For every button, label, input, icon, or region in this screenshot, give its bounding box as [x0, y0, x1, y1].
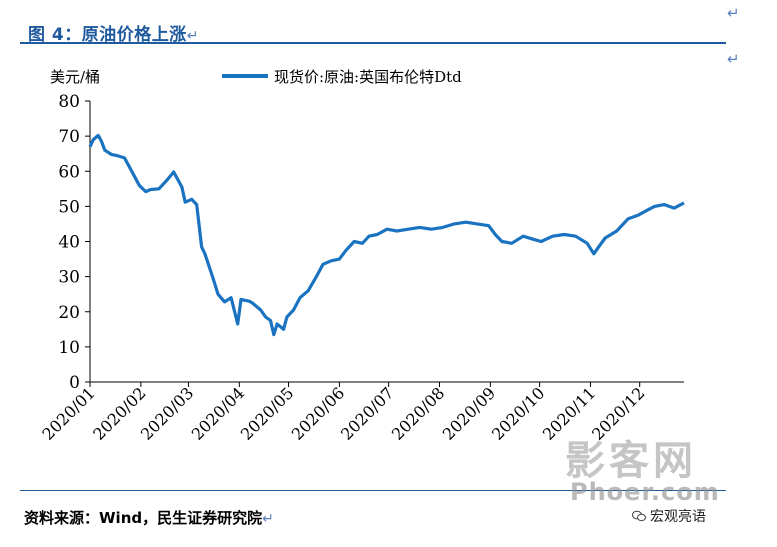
y-tick-label: 70	[58, 127, 80, 147]
title-divider	[20, 42, 726, 44]
legend: 现货价:原油:英国布伦特Dtd	[222, 68, 462, 86]
wechat-icon	[632, 510, 646, 522]
y-tick-label: 10	[58, 338, 80, 358]
y-axis-label: 美元/桶	[50, 68, 100, 86]
source-note: 资料来源：Wind，民生证券研究院↵	[24, 507, 274, 528]
y-tick-label: 60	[58, 162, 80, 182]
y-tick-label: 0	[69, 373, 80, 393]
paragraph-mark-icon: ↵	[727, 50, 740, 68]
x-tick-label: 2020/10	[488, 383, 548, 443]
x-tick-label: 2020/09	[439, 383, 499, 443]
y-tick-label: 30	[58, 268, 80, 288]
paragraph-mark-icon: ↵	[727, 4, 740, 22]
x-tick-label: 2020/05	[237, 383, 297, 443]
x-tick-label: 2020/04	[188, 383, 248, 443]
x-tick-label: 2020/06	[288, 383, 348, 443]
y-tick-label: 80	[58, 92, 80, 112]
paragraph-mark-icon: ↵	[186, 28, 199, 44]
source-text: 资料来源：Wind，民生证券研究院	[24, 509, 263, 527]
watermark-logo: 影客网	[565, 438, 697, 484]
watermark-site: Phoer.com	[570, 478, 720, 506]
watermark-account-name: 宏观亮语	[650, 509, 706, 525]
watermark-account: 宏观亮语	[632, 506, 706, 526]
legend-entry: 现货价:原油:英国布伦特Dtd	[274, 68, 462, 86]
x-tick-label: 2020/07	[337, 383, 397, 443]
x-tick-label: 2020/03	[137, 383, 197, 443]
y-tick-label: 40	[58, 233, 80, 253]
paragraph-mark-icon: ↵	[262, 511, 274, 527]
y-tick-label: 20	[58, 303, 80, 323]
page-title: 图 4：原油价格上涨↵	[28, 20, 199, 45]
y-axis: 0 10 20 30 40 50 60 70 80	[58, 92, 91, 393]
title-text: 图 4：原油价格上涨	[28, 25, 187, 45]
source-divider	[20, 490, 726, 491]
x-tick-label: 2020/08	[388, 383, 448, 443]
line-chart: 美元/桶 现货价:原油:英国布伦特Dtd 0 10 20 30 40 50 60 70 80 2…	[38, 68, 685, 444]
series-line	[88, 133, 685, 337]
y-tick-label: 50	[58, 197, 80, 217]
